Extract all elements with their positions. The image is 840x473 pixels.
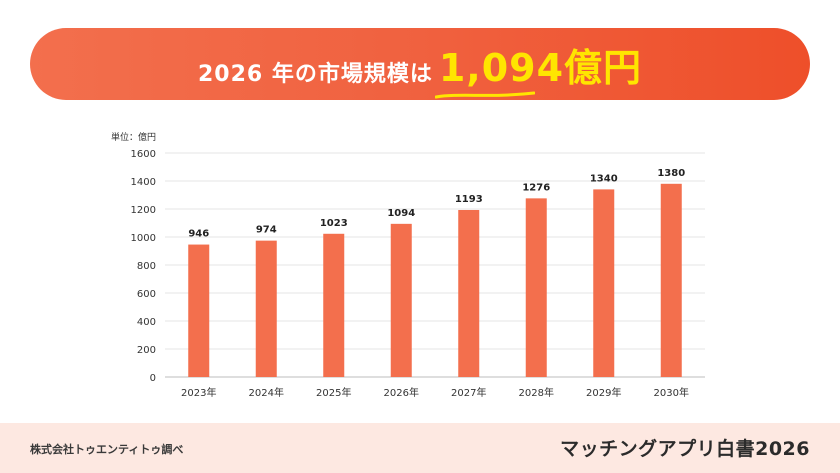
title-prefix: 2026 年の市場規模は	[197, 61, 433, 87]
bar	[660, 183, 682, 377]
x-tick-label: 2025年	[316, 386, 351, 399]
grid-lines	[165, 152, 705, 378]
y-tick-label: 200	[137, 345, 156, 356]
y-tick-label: 400	[137, 317, 156, 328]
data-label: 1276	[522, 182, 550, 193]
data-labels: 946 974 1023 1094 1193 1276 1340 1380	[188, 168, 685, 240]
x-tick-label: 2023年	[181, 386, 216, 399]
bar	[525, 198, 547, 377]
bar	[255, 240, 277, 377]
y-tick-labels: 0 200 400 600 800 1000 1200 1400 1600	[131, 149, 156, 384]
bar	[458, 209, 480, 377]
title-banner: 2026 年の市場規模は 1,094億円	[30, 28, 810, 100]
x-tick-label: 2029年	[586, 386, 621, 399]
brand-title: マッチングアプリ白書2026	[560, 438, 810, 460]
bars	[188, 183, 682, 377]
footer: 株式会社トゥエンティトゥ調べ マッチングアプリ白書2026	[0, 423, 840, 473]
bar	[593, 189, 615, 377]
title-highlight: 1,094億円	[438, 45, 643, 90]
y-tick-label: 1400	[131, 177, 156, 188]
source-note: 株式会社トゥエンティトゥ調べ	[30, 443, 184, 456]
data-label: 1380	[657, 168, 685, 179]
x-tick-label: 2026年	[384, 386, 419, 399]
x-tick-label: 2027年	[451, 386, 486, 399]
page-title: 2026 年の市場規模は 1,094億円	[197, 37, 643, 98]
x-tick-labels: 2023年 2024年 2025年 2026年 2027年 2028年 2029年 2030年	[181, 386, 689, 399]
data-label: 974	[256, 225, 277, 236]
data-label: 1193	[455, 194, 483, 205]
data-label: 1094	[387, 208, 415, 219]
bar	[323, 233, 345, 377]
bar	[390, 223, 412, 377]
y-tick-label: 600	[137, 289, 156, 300]
y-tick-label: 800	[137, 261, 156, 272]
title-highlight-wrap: 1,094億円	[434, 37, 643, 98]
y-tick-label: 1000	[131, 233, 156, 244]
y-tick-label: 1200	[131, 205, 156, 216]
x-tick-label: 2030年	[654, 386, 689, 399]
data-label: 1340	[590, 173, 618, 184]
data-label: 1023	[320, 218, 348, 229]
x-tick-label: 2024年	[249, 386, 284, 399]
y-tick-label: 0	[150, 373, 156, 384]
data-label: 946	[188, 229, 209, 240]
y-tick-label: 1600	[131, 149, 156, 160]
bar	[188, 244, 210, 377]
highlight-underline	[434, 91, 535, 98]
y-axis-unit-label: 単位：億円	[111, 131, 156, 143]
x-tick-label: 2028年	[519, 386, 554, 399]
